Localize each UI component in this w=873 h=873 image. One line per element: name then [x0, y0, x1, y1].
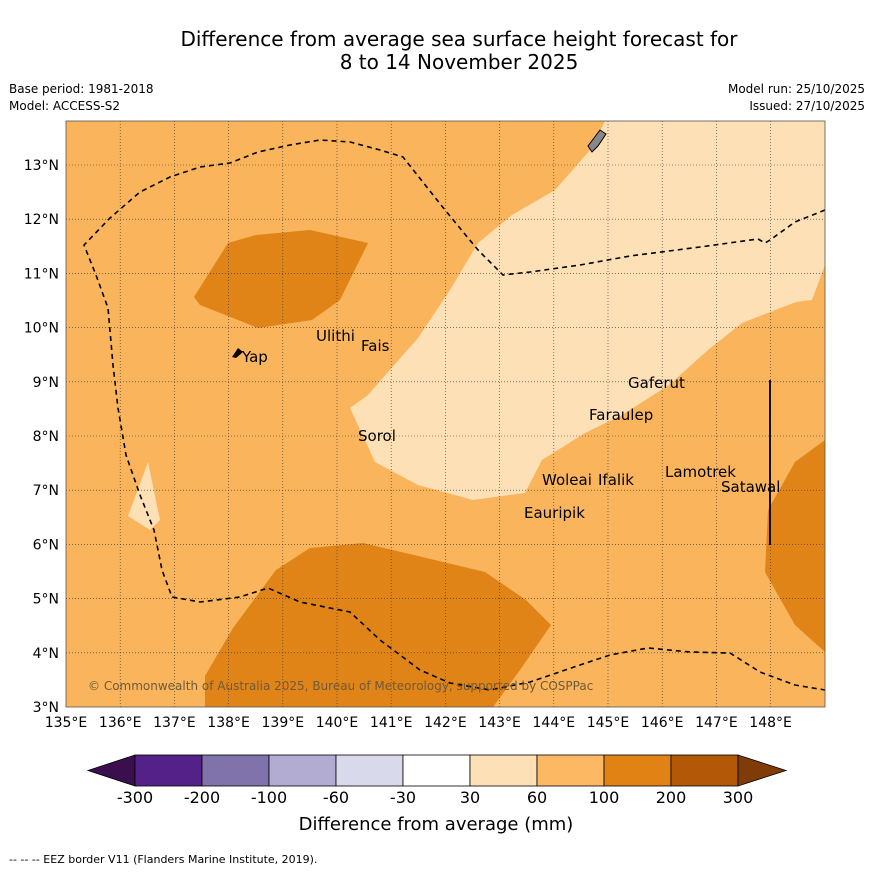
title-line-2: 8 to 14 November 2025	[339, 50, 579, 74]
lon-tick-label: 146°E	[641, 715, 684, 731]
lat-tick-label: 3°N	[33, 700, 59, 716]
place-labels: Yap Ulithi Fais Sorol Gaferut Faraulep W…	[241, 327, 780, 522]
place-gaferut: Gaferut	[628, 374, 685, 392]
colorbar-tick-label: -100	[251, 788, 287, 807]
lon-tick-label: 136°E	[99, 715, 142, 731]
colorbar-tick-label: 300	[723, 788, 754, 807]
lat-tick-label: 12°N	[24, 212, 59, 228]
longitude-labels: 135°E 136°E 137°E 138°E 139°E 140°E 141°E 142°E…	[45, 715, 792, 731]
place-woleai: Woleai	[542, 471, 592, 489]
eez-border-west	[83, 139, 825, 691]
colorbar-tick-label: 100	[589, 788, 620, 807]
model-name: Model: ACCESS-S2	[9, 99, 121, 113]
light-anomaly-region	[350, 121, 825, 500]
lon-tick-label: 137°E	[153, 715, 196, 731]
colorbar-tick-label: -60	[323, 788, 349, 807]
guam-island	[587, 129, 607, 153]
colorbar-swatch	[402, 754, 471, 787]
lat-tick-label: 5°N	[33, 592, 59, 608]
place-fais: Fais	[361, 337, 390, 355]
dark-anomaly-east	[765, 440, 825, 652]
map-title: Difference from average sea surface heig…	[100, 28, 818, 74]
colorbar-tick-label: 30	[460, 788, 480, 807]
lon-tick-label: 140°E	[316, 715, 359, 731]
lon-tick-label: 145°E	[587, 715, 630, 731]
lat-tick-label: 9°N	[33, 375, 59, 391]
place-eauripik: Eauripik	[524, 504, 585, 522]
copyright-text: © Commonwealth of Australia 2025, Bureau…	[88, 679, 593, 693]
lon-tick-label: 135°E	[45, 715, 88, 731]
issued-date: Issued: 27/10/2025	[749, 99, 865, 113]
map-frame	[65, 120, 826, 708]
lon-tick-label: 138°E	[207, 715, 250, 731]
eez-footnote: -- -- -- EEZ border V11 (Flanders Marine…	[9, 853, 318, 866]
yap-island	[232, 348, 243, 358]
colorbar-swatch	[469, 754, 538, 787]
model-run: Model run: 25/10/2025	[727, 82, 865, 96]
colorbar-swatch	[268, 754, 337, 787]
place-ulithi: Ulithi	[316, 327, 355, 345]
colorbar-swatch	[536, 754, 605, 787]
colorbar: -300 -200 -100 -60 -30 30 60 100 200 300	[86, 754, 788, 807]
lon-tick-label: 143°E	[478, 715, 521, 731]
colorbar-swatch	[335, 754, 404, 787]
colorbar-tick-label: 200	[656, 788, 687, 807]
place-lamotrek: Lamotrek	[665, 463, 736, 481]
dark-anomaly-south	[205, 543, 551, 707]
lat-tick-label: 10°N	[24, 321, 59, 337]
gridlines	[66, 121, 825, 707]
lon-tick-label: 141°E	[370, 715, 413, 731]
place-sorol: Sorol	[358, 427, 396, 445]
lat-tick-label: 11°N	[24, 266, 59, 282]
colorbar-swatch	[134, 754, 203, 787]
light-anomaly-small	[128, 462, 160, 530]
colorbar-swatch	[670, 754, 739, 787]
base-period: Base period: 1981-2018	[9, 82, 154, 96]
meta-left: Base period: 1981-2018 Model: ACCESS-S2	[9, 81, 154, 115]
colorbar-label: Difference from average (mm)	[299, 814, 574, 835]
colorbar-tick-label: -30	[390, 788, 416, 807]
place-yap: Yap	[241, 348, 268, 366]
colorbar-swatch	[603, 754, 672, 787]
lon-tick-label: 148°E	[749, 715, 792, 731]
lat-tick-label: 4°N	[33, 646, 59, 662]
colorbar-extend-low	[86, 754, 136, 787]
colorbar-extend-high	[737, 754, 788, 787]
place-faraulep: Faraulep	[589, 406, 653, 424]
place-ifalik: Ifalik	[598, 471, 634, 489]
lat-tick-label: 8°N	[33, 429, 59, 445]
lon-tick-label: 139°E	[262, 715, 305, 731]
lon-tick-label: 144°E	[533, 715, 576, 731]
dark-anomaly-north	[194, 230, 368, 328]
lon-tick-label: 147°E	[695, 715, 738, 731]
latitude-labels: 3°N 4°N 5°N 6°N 7°N 8°N 9°N 10°N 11°N 12°N 13°N	[24, 158, 59, 716]
colorbar-tick-label: 60	[527, 788, 547, 807]
lon-tick-label: 142°E	[424, 715, 467, 731]
map-area: © Commonwealth of Australia 2025, Bureau…	[66, 121, 825, 707]
title-line-1: Difference from average sea surface heig…	[180, 27, 738, 51]
lat-tick-label: 13°N	[24, 158, 59, 174]
meta-right: Model run: 25/10/2025 Issued: 27/10/2025	[728, 81, 865, 115]
lat-tick-label: 6°N	[33, 537, 59, 553]
colorbar-tick-label: -300	[117, 788, 153, 807]
colorbar-tick-label: -200	[184, 788, 220, 807]
place-satawal: Satawal	[721, 478, 780, 496]
colorbar-swatch	[201, 754, 270, 787]
lat-tick-label: 7°N	[33, 483, 59, 499]
